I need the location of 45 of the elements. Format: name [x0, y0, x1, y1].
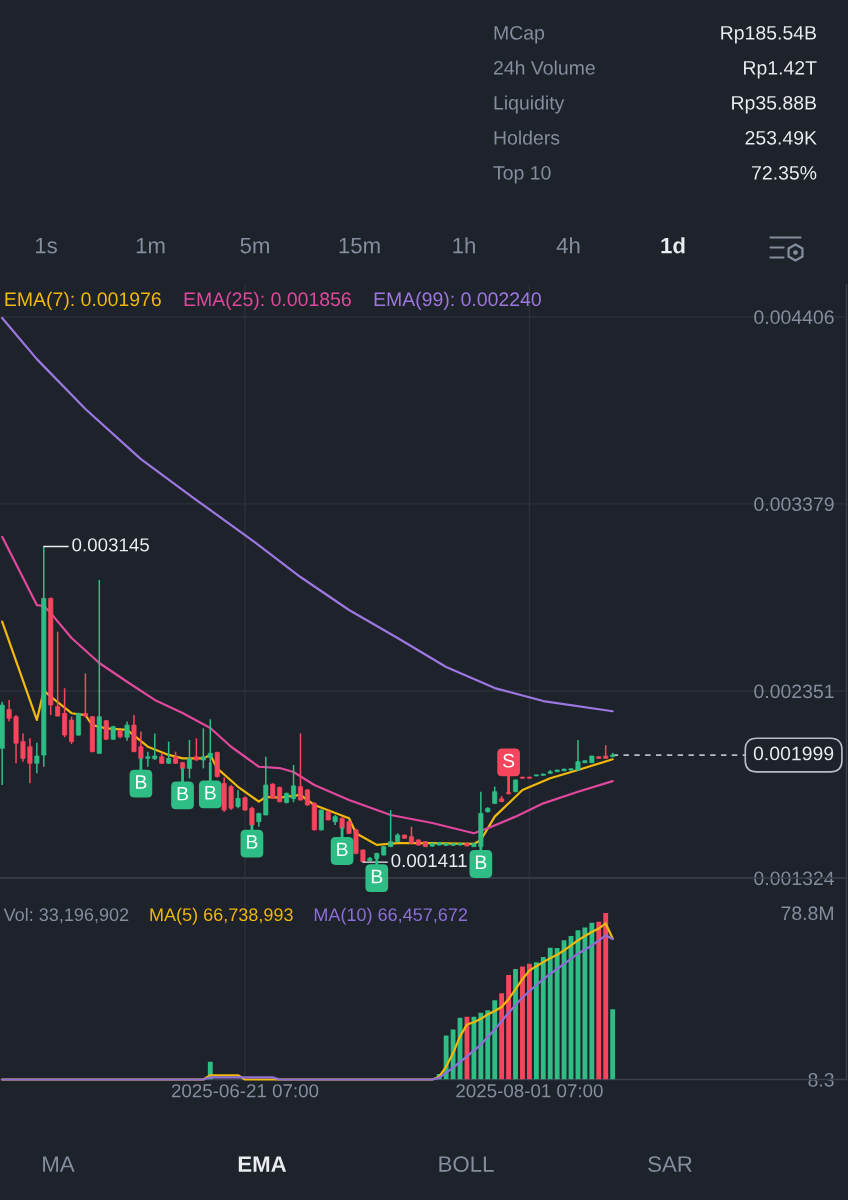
- annotation: B: [475, 855, 487, 869]
- annotation: B: [136, 775, 147, 789]
- text: MCap: [494, 25, 545, 44]
- text: Holders: [494, 130, 560, 145]
- category-label: 4h: [556, 237, 580, 254]
- y-tick-label: 0.004406: [754, 310, 834, 325]
- annotation: B: [205, 786, 216, 800]
- x-tick-label: 2025-08-01 07:00: [456, 1084, 603, 1098]
- y-tick-label: 0.002351: [754, 684, 834, 699]
- category-label: 1d: [661, 237, 685, 254]
- annotation: B: [247, 835, 258, 849]
- annotation: B: [371, 869, 383, 884]
- text: EMA(7): 0.001976: [5, 291, 161, 310]
- y-tick-label: 0.001324: [754, 871, 834, 886]
- text: 24h Volume: [493, 60, 595, 75]
- ref-line-label: 0.001999: [753, 746, 834, 761]
- category-label: 5m: [240, 237, 269, 254]
- annotation: S: [502, 753, 515, 768]
- annotation: B: [177, 786, 188, 801]
- text: 72.35%: [752, 165, 817, 180]
- category-label: EMA: [238, 1156, 287, 1172]
- y-tick-label: 78.8M: [781, 906, 833, 921]
- category-label: 1m: [136, 237, 165, 254]
- text: 253.49K: [745, 130, 817, 145]
- category-label: MA: [43, 1156, 75, 1172]
- category-label: BOLL: [439, 1156, 494, 1172]
- text: Rp1.42T: [744, 60, 817, 79]
- text: EMA(99): 0.002240: [374, 291, 541, 310]
- text: EMA(25): 0.001856: [184, 291, 351, 310]
- text: Rp35.88B: [732, 95, 816, 114]
- text: Rp185.54B: [721, 25, 816, 44]
- annotation: 0.003145: [72, 538, 149, 552]
- annotation: B: [337, 842, 348, 857]
- y-tick-label: 0.003379: [754, 497, 834, 512]
- annotation: Vol: 33,196,902: [3, 907, 129, 924]
- category-label: 1s: [35, 237, 57, 254]
- category-label: 15m: [339, 237, 380, 254]
- text: Top 10: [493, 165, 551, 184]
- x-tick-label: 2025-06-21 07:00: [171, 1084, 319, 1098]
- text: Liquidity: [494, 95, 565, 114]
- annotation: 0.001411: [391, 853, 467, 868]
- text: MA(10) 66,457,672: [314, 907, 468, 925]
- category-label: 1h: [453, 237, 475, 254]
- text: MA(5) 66,738,993: [150, 907, 293, 925]
- category-label: SAR: [648, 1156, 692, 1172]
